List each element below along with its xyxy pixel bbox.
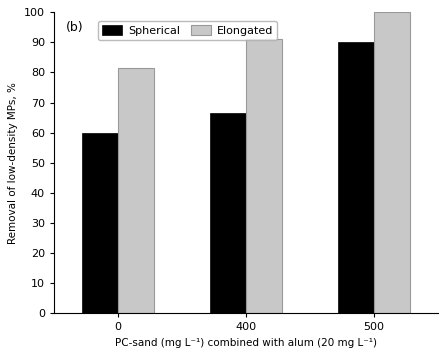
Bar <box>338 42 374 313</box>
Legend: Spherical, Elongated: Spherical, Elongated <box>98 21 277 40</box>
Bar <box>374 12 409 313</box>
Bar <box>118 68 154 313</box>
Bar <box>82 133 118 313</box>
X-axis label: PC-sand (mg L⁻¹) combined with alum (20 mg L⁻¹): PC-sand (mg L⁻¹) combined with alum (20 … <box>115 338 377 348</box>
Bar <box>246 40 281 313</box>
Text: (b): (b) <box>66 21 83 35</box>
Y-axis label: Removal of low-density MPs, %: Removal of low-density MPs, % <box>8 82 18 244</box>
Bar <box>210 113 246 313</box>
